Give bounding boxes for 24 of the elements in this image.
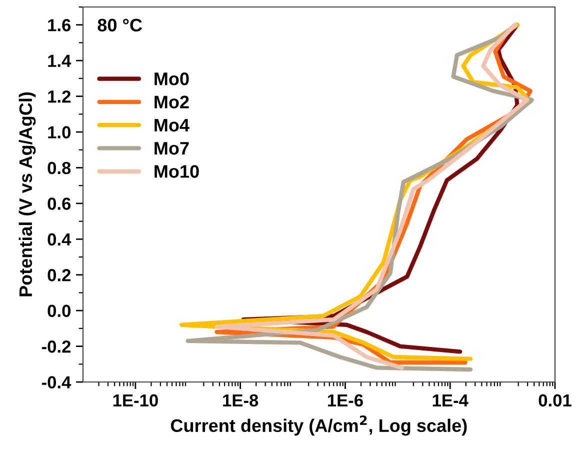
legend-label: Mo7	[154, 142, 189, 155]
x-tick-label: 1E-4	[432, 394, 468, 406]
y-tick-label: 1.2	[48, 90, 70, 103]
y-tick-label: -0.4	[42, 376, 72, 388]
y-tick-label: -0.2	[42, 340, 70, 353]
x-tick-label: 1E-10	[113, 394, 158, 407]
y-tick-label: 1.6	[48, 19, 71, 32]
y-tick-label: 0.8	[48, 162, 71, 174]
x-tick-label: 1E-8	[223, 394, 258, 407]
y-tick-label: 1.0	[48, 126, 70, 138]
x-tick-label: 1E-6	[328, 394, 363, 407]
y-tick-label: 0.4	[48, 233, 72, 246]
y-tick-label: 1.4	[48, 54, 72, 67]
x-axis-title: Current density (A/cm$^{2}$, Log scale)	[170, 416, 467, 436]
y-axis-title: Potential (V vs Ag/AgCl)	[18, 92, 36, 296]
legend-label: Mo0	[154, 72, 189, 86]
x-tick-label: 0.01	[538, 394, 572, 407]
y-tick-label: 0.2	[48, 269, 70, 282]
legend-label: Mo4	[154, 118, 190, 132]
legend-label: Mo10	[154, 165, 199, 178]
y-tick-label: 0.0	[48, 304, 70, 318]
legend-label: Mo2	[154, 96, 189, 108]
annotation: 80 °C	[98, 18, 142, 32]
y-tick-label: 0.6	[48, 198, 71, 210]
